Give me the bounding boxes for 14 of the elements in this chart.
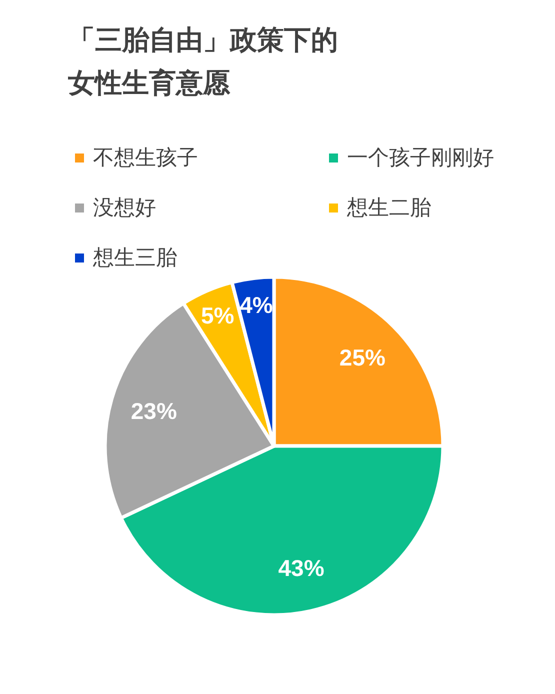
legend-item: 一个孩子刚刚好 [329,146,494,170]
data-label: 25% [339,344,386,371]
legend-item: 不想生孩子 [75,146,198,170]
title: 「三胎自由」政策下的女性生育意愿 [68,24,339,100]
legend-item: 想生二胎 [329,196,431,220]
legend-item: 想生三胎 [75,246,177,270]
legend-label: 想生三胎 [92,246,177,270]
data-label: 4% [240,292,273,318]
legend-label: 想生二胎 [346,196,431,220]
data-label: 43% [278,555,324,582]
legend-item: 没想好 [75,196,156,220]
data-label: 23% [130,398,177,424]
legend-label: 没想好 [93,196,156,220]
data-label: 5% [200,302,234,329]
